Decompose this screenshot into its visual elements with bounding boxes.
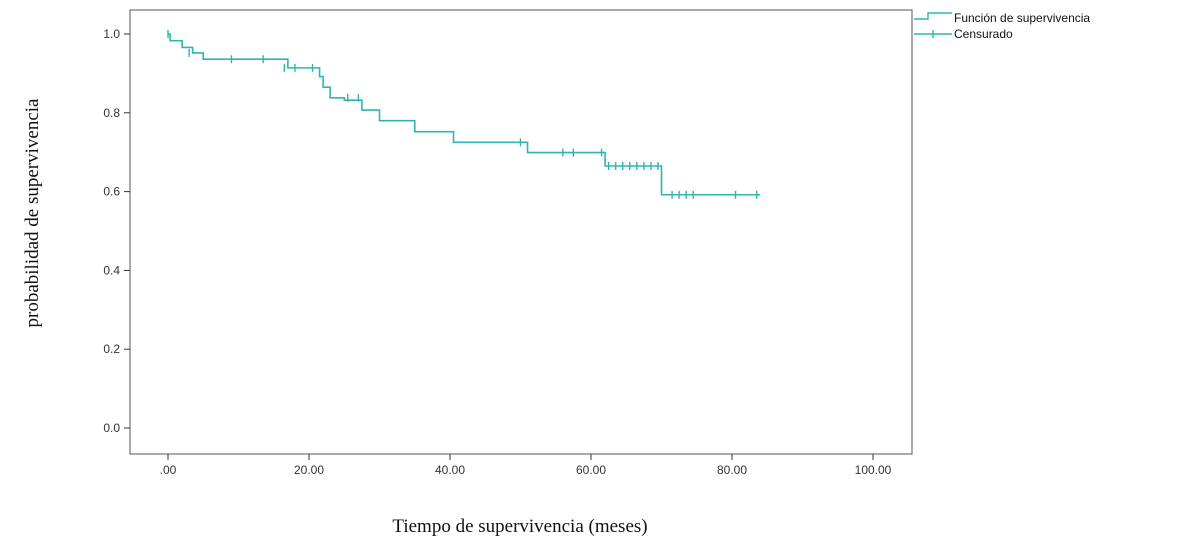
- y-tick-label: 0.0: [103, 421, 120, 435]
- y-tick-label: 0.6: [103, 185, 120, 199]
- plot-area: [129, 9, 913, 455]
- x-tick-label: .00: [160, 463, 177, 477]
- legend: Función de supervivencia Censurado: [914, 11, 1090, 41]
- x-tick-label: 20.00: [294, 463, 324, 477]
- y-tick-label: 0.8: [103, 106, 120, 120]
- legend-survival-swatch: [914, 12, 952, 20]
- x-tick-label: 60.00: [576, 463, 606, 477]
- x-tick-label: 40.00: [435, 463, 465, 477]
- legend-survival-label: Función de supervivencia: [954, 11, 1090, 25]
- x-axis: .00 20.00 40.00 60.00 80.00 100.00: [160, 454, 892, 477]
- y-axis-title: probabilidad de supervivencia: [22, 98, 43, 328]
- survival-step-line: [168, 33, 761, 196]
- x-tick-label: 80.00: [717, 463, 747, 477]
- y-tick-label: 0.2: [103, 342, 120, 356]
- y-axis: 0.0 0.2 0.4 0.6 0.8 1.0: [103, 27, 130, 435]
- y-tick-label: 1.0: [103, 27, 120, 41]
- y-tick-label: 0.4: [103, 263, 120, 277]
- legend-censored-label: Censurado: [954, 27, 1013, 41]
- x-tick-label: 100.00: [855, 463, 892, 477]
- x-axis-title: Tiempo de supervivencia (meses): [392, 516, 647, 537]
- series-layer: [167, 30, 761, 199]
